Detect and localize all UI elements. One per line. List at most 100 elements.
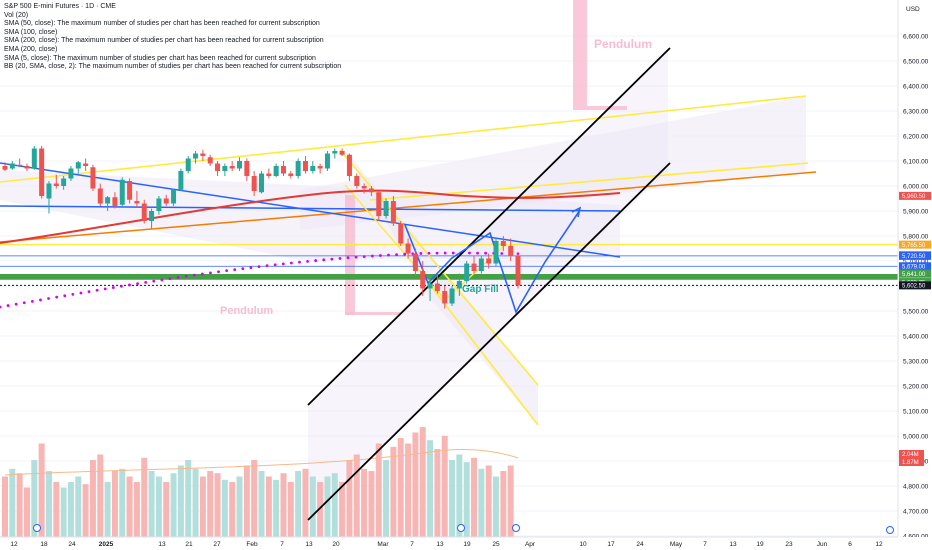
candle-body: [112, 197, 118, 206]
x-tick-label: Apr: [525, 541, 536, 548]
sma-dot: [338, 257, 342, 260]
sma-dot: [47, 297, 50, 300]
price-tag-bg: [899, 269, 931, 278]
sma-dot: [346, 256, 350, 260]
volume-bar: [2, 476, 8, 537]
volume-bar: [361, 468, 368, 537]
candle-body: [310, 166, 316, 171]
sma-dot: [30, 299, 34, 303]
y-tick-label: 6,100.00: [903, 159, 929, 166]
volume-bar: [170, 473, 177, 537]
sma-dot: [0, 305, 2, 309]
x-tick-label: 13: [158, 541, 166, 548]
sma-dot: [200, 272, 204, 276]
volume-bar: [133, 482, 140, 537]
candle-body: [259, 173, 264, 193]
candle-body: [90, 167, 96, 189]
volume-bar: [104, 482, 111, 537]
sma-dot: [427, 251, 431, 255]
sma-dot: [395, 253, 398, 256]
y-tick-label: 5,100.00: [903, 409, 929, 416]
x-tick-label: 12: [875, 541, 883, 548]
candle-body: [163, 198, 169, 204]
x-tick-label: 7: [703, 541, 707, 548]
candle-body: [31, 148, 37, 169]
volume-tag-label: 1.87M: [902, 460, 919, 466]
candles: [2, 146, 521, 309]
trend-lines: [0, 95, 817, 426]
candle-body: [434, 283, 440, 291]
volume-bar: [243, 465, 250, 537]
sma-dot: [476, 251, 479, 255]
volume-tag-label: 2.04M: [902, 452, 919, 458]
volume-bars: [2, 427, 519, 537]
candle-body: [280, 166, 286, 174]
sma-dot: [419, 252, 423, 255]
volume-bar: [324, 476, 331, 537]
volume-bar: [280, 473, 287, 537]
pendulum-label-bottom: Pendulum: [220, 305, 273, 317]
candle-body: [346, 154, 352, 176]
volume-bar: [163, 482, 170, 537]
projection-arrowhead: [571, 206, 582, 218]
sma-dot: [14, 302, 18, 306]
volume-bar: [412, 432, 419, 537]
x-tick-label: 24: [68, 541, 76, 548]
candle-body: [134, 201, 140, 204]
candle-body: [141, 203, 147, 221]
black-channel: [307, 47, 671, 521]
volume-bar: [258, 471, 265, 537]
x-tick-label: 18: [40, 541, 48, 548]
volume-bar: [16, 473, 23, 537]
volume-bar: [346, 460, 353, 537]
volume-bar: [309, 476, 316, 537]
sma-dot: [257, 265, 261, 269]
x-tick-label: Feb: [246, 541, 258, 548]
candle-body: [207, 157, 213, 164]
candle-body: [383, 201, 389, 216]
sma-dot: [79, 291, 83, 295]
candle-body: [288, 173, 294, 176]
channel-upper-line: [307, 47, 671, 406]
candle-body: [105, 197, 111, 204]
candle-body: [17, 164, 23, 166]
candle-body: [119, 179, 125, 205]
candle-body: [244, 161, 250, 176]
x-tick-label: 21: [185, 541, 193, 548]
volume-bar: [265, 476, 272, 537]
x-tick-label: Jun: [817, 541, 828, 548]
event-icons: [33, 524, 894, 534]
sma-dot: [225, 269, 229, 273]
pendulum-bar-top-foot: [587, 106, 627, 110]
candle-body: [398, 223, 404, 244]
y-tick-label: 6,600.00: [903, 34, 929, 41]
volume-bar: [500, 471, 507, 537]
sma-dot: [289, 261, 293, 265]
price-tag-bg: [899, 262, 931, 271]
x-tick-label: 19: [756, 541, 764, 548]
price-tag-label: 5,765.50: [902, 243, 926, 249]
sma-dot: [22, 301, 26, 305]
volume-bar: [507, 465, 514, 537]
candle-body: [508, 246, 514, 256]
candle-body: [339, 151, 345, 155]
candle-body: [449, 288, 455, 304]
y-tick-label: 4,800.00: [903, 484, 929, 491]
volume-bar: [419, 427, 426, 537]
sma-dot: [192, 273, 196, 277]
event-marker-icon: [512, 524, 520, 532]
volume-bar: [111, 471, 118, 537]
pendulum-label-top: Pendulum: [594, 37, 652, 51]
candle-body: [222, 166, 228, 171]
pendulum-bar-bottom-foot: [345, 312, 400, 315]
y-tick-label: 5,500.00: [903, 309, 929, 316]
sma-dot: [144, 280, 148, 284]
x-tick-label: 23: [785, 541, 793, 548]
x-tick-label: 25: [492, 541, 500, 548]
volume-bar: [60, 487, 67, 537]
candle-body: [251, 176, 257, 191]
sma-dot: [273, 263, 277, 267]
candle-body: [354, 176, 360, 186]
